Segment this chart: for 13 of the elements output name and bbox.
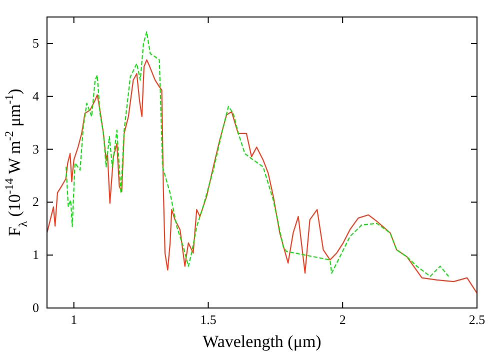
x-tick-label: 2 bbox=[339, 312, 346, 327]
line-series bbox=[47, 59, 477, 294]
y-tick-label: 2 bbox=[32, 194, 39, 210]
y-tick-label: 0 bbox=[32, 300, 39, 315]
x-axis-title: Wavelength (μm) bbox=[202, 332, 322, 351]
x-tick-label: 2.5 bbox=[468, 312, 486, 327]
y-tick-label: 5 bbox=[32, 35, 39, 50]
x-tick-label: 1.5 bbox=[200, 312, 216, 327]
x-tick-label: 1 bbox=[70, 312, 78, 327]
y-tick-label: 3 bbox=[32, 141, 39, 156]
y-tick-label: 4 bbox=[32, 88, 40, 104]
line-series bbox=[66, 31, 450, 277]
y-tick-label: 1 bbox=[32, 247, 39, 262]
